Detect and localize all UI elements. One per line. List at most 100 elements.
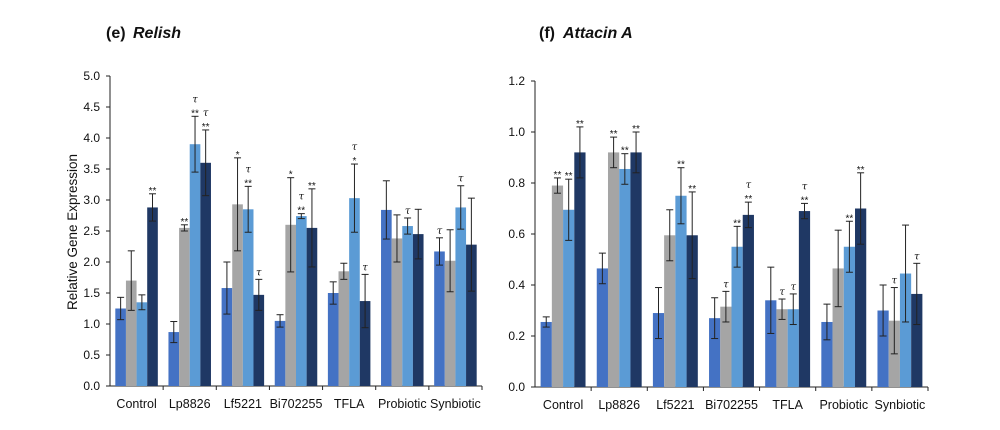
chart-attacin-a: (f) Attacin A 0.0 0.2 0.4 0.6 0.8 1.0 1.2 Contr…: [508, 25, 929, 412]
significance-stars: **: [554, 170, 562, 181]
panel-label-f: (f): [539, 25, 555, 42]
y-tick-label: 0.2: [508, 329, 525, 343]
significance-stars: **: [677, 160, 685, 171]
y-tick-label: 5.0: [83, 69, 100, 83]
significance-stars: **: [621, 146, 629, 157]
y-axis-label: Relative Gene Expression: [65, 154, 80, 310]
bar: [136, 302, 148, 386]
significance-tau: τ: [405, 206, 411, 217]
bar: [787, 309, 799, 387]
bar: [686, 235, 698, 387]
significance-tau: τ: [437, 226, 443, 237]
significance-stars: *: [289, 170, 293, 181]
y-tick-label: 0.0: [83, 379, 100, 393]
bar: [115, 308, 126, 386]
bar: [821, 321, 833, 387]
significance-tau: τ: [790, 282, 796, 293]
bar: [731, 246, 743, 387]
y-tick-label: 0.0: [508, 380, 525, 394]
bar: [412, 234, 424, 386]
significance-tau: τ: [458, 174, 464, 185]
significance-stars: **: [202, 122, 210, 133]
bar: [327, 293, 339, 386]
panel-label-e: (e): [106, 25, 126, 42]
bar: [434, 251, 445, 386]
y-tick-label: 4.5: [83, 100, 100, 114]
bar: [720, 306, 732, 387]
bar: [798, 211, 811, 387]
bar: [338, 271, 350, 386]
bar: [630, 152, 642, 387]
x-category-label: TFLA: [334, 397, 365, 411]
significance-stars: **: [244, 178, 252, 189]
x-category-label: TFLA: [772, 398, 803, 412]
significance-tau: τ: [723, 279, 729, 290]
bar: [664, 235, 676, 387]
significance-stars: **: [857, 165, 865, 176]
bar: [306, 227, 318, 386]
significance-stars: **: [297, 206, 305, 217]
y-tick-label: 0.6: [508, 227, 525, 241]
bar: [540, 321, 552, 387]
significance-stars: **: [801, 195, 809, 206]
bar: [274, 320, 286, 386]
x-category-label: Control: [543, 398, 583, 412]
significance-tau: τ: [362, 262, 368, 273]
bar: [381, 209, 392, 386]
significance-stars: **: [576, 119, 584, 130]
significance-stars: **: [733, 218, 741, 229]
x-category-label: Bi702255: [270, 397, 323, 411]
significance-tau: τ: [746, 180, 752, 191]
bar: [855, 208, 867, 387]
x-category-label: Lp8826: [169, 397, 211, 411]
significance-tau: τ: [914, 251, 920, 262]
x-category-label: Synbiotic: [430, 397, 481, 411]
bar: [125, 280, 137, 386]
chart-title-relish: Relish: [133, 25, 181, 42]
significance-stars: **: [191, 108, 199, 119]
y-tick-label: 3.0: [83, 193, 100, 207]
significance-stars: **: [181, 217, 189, 228]
bar: [675, 195, 687, 387]
y-tick-label: 4.0: [83, 131, 100, 145]
bar: [709, 318, 721, 387]
bar: [200, 162, 211, 386]
significance-stars: *: [236, 150, 240, 161]
significance-tau: τ: [192, 94, 198, 105]
bar: [455, 207, 467, 386]
y-tick-label: 3.5: [83, 162, 100, 176]
bar: [843, 246, 856, 387]
bar: [563, 209, 575, 387]
bar: [242, 209, 254, 386]
y-tick-label: 1.0: [508, 125, 525, 139]
bar: [911, 293, 923, 387]
significance-stars: **: [744, 194, 752, 205]
bar: [776, 309, 788, 387]
axes-relish: 0.0 0.5 1.0 1.5 2.0 2.5 3.0 3.5 4.0 4.5 5.0 Control…: [83, 69, 483, 411]
chart-title-attacin-a: Attacin A: [562, 25, 633, 42]
y-tick-label: 0.8: [508, 176, 525, 190]
significance-stars: **: [846, 213, 854, 224]
significance-tau: τ: [203, 108, 209, 119]
bar: [551, 185, 564, 387]
bar: [574, 152, 586, 387]
y-tick-label: 1.2: [508, 74, 525, 88]
bar: [359, 301, 371, 386]
x-category-label: Control: [116, 397, 156, 411]
bar: [253, 294, 265, 386]
bar: [619, 168, 631, 387]
significance-tau: τ: [892, 276, 898, 287]
bar: [596, 268, 608, 387]
significance-stars: **: [688, 184, 696, 195]
bar: [832, 268, 844, 387]
chart-relish: (e) Relish Relative Gene Expression 0.0 0…: [65, 25, 483, 411]
significance-stars: **: [632, 124, 640, 135]
bar: [402, 226, 413, 386]
y-tick-label: 2.0: [83, 255, 100, 269]
bar: [285, 224, 296, 386]
significance-tau: τ: [256, 267, 262, 278]
bar: [189, 144, 201, 386]
x-category-label: Lp8826: [598, 398, 640, 412]
y-tick-label: 0.5: [83, 348, 100, 362]
